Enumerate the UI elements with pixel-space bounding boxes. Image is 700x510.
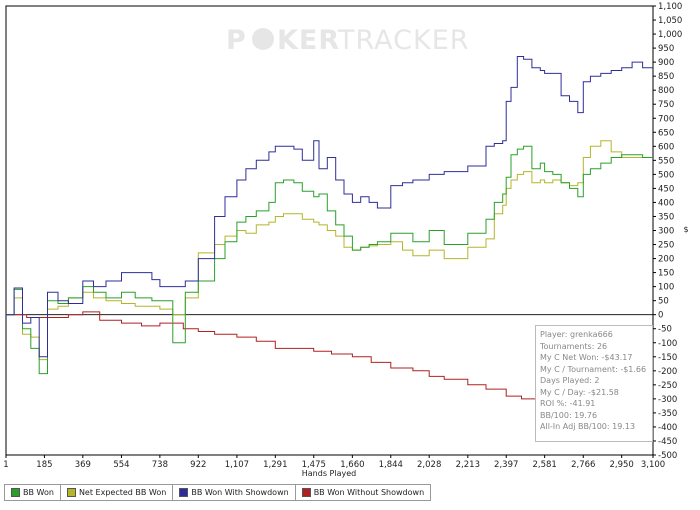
x-tick-label: 1 bbox=[3, 460, 8, 470]
legend-swatch bbox=[179, 488, 189, 497]
x-tick-label: 1,475 bbox=[302, 460, 326, 470]
legend-label: BB Won Without Showdown bbox=[313, 488, 425, 497]
stat-player: Player: grenka666 bbox=[540, 330, 613, 339]
y-tick-label: -450 bbox=[658, 437, 677, 447]
legend-label: BB Won With Showdown bbox=[191, 488, 289, 497]
watermark-text-mid: KER bbox=[277, 25, 340, 56]
y-tick-label: -350 bbox=[658, 409, 677, 419]
y-tick-label: 800 bbox=[658, 86, 674, 96]
x-axis: 1 185 369 554 738 922 1,107 1,291 1,475 1,660 1,84… bbox=[3, 455, 665, 470]
y-tick-label: 750 bbox=[658, 100, 674, 110]
y-tick-label: -50 bbox=[658, 325, 672, 335]
y-tick-label: 150 bbox=[658, 269, 674, 279]
legend-label: BB Won bbox=[23, 488, 54, 497]
series-line-bb-won-with-showdown bbox=[6, 56, 653, 358]
y-tick-label: -100 bbox=[658, 339, 677, 349]
y-tick-label: -300 bbox=[658, 395, 677, 405]
x-tick-label: 554 bbox=[113, 460, 129, 470]
x-tick-label: 1,107 bbox=[225, 460, 249, 470]
x-tick-label: 2,213 bbox=[456, 460, 480, 470]
stat-days-played: Days Played: 2 bbox=[540, 376, 600, 385]
stat-per-day: My C / Day: -$21.58 bbox=[540, 387, 619, 397]
y-tick-label: -250 bbox=[658, 381, 677, 391]
y-tick-label: 0 bbox=[658, 311, 663, 321]
x-tick-label: 2,581 bbox=[532, 460, 556, 470]
stat-per-tournament: My C / Tournament: -$1.66 bbox=[540, 364, 647, 374]
y-tick-label: 450 bbox=[658, 184, 674, 194]
y-axis: -500-450-400-350-300-250-200-150-100-500… bbox=[653, 2, 682, 461]
x-tick-label: 369 bbox=[75, 460, 91, 470]
x-tick-label: 185 bbox=[36, 460, 52, 470]
legend-swatch bbox=[11, 488, 20, 497]
stat-allin-bb100: All-In Adj BB/100: 19.13 bbox=[540, 422, 636, 431]
y-tick-label: 650 bbox=[658, 128, 674, 138]
y-tick-label: 500 bbox=[658, 170, 674, 180]
legend-item-net-expected[interactable]: Net Expected BB Won bbox=[61, 485, 174, 500]
legend: BB Won Net Expected BB Won BB Won With S… bbox=[4, 484, 432, 501]
y-tick-label: 250 bbox=[658, 241, 674, 251]
y-tick-label: 50 bbox=[658, 297, 669, 307]
legend-item-without-showdown[interactable]: BB Won Without Showdown bbox=[296, 485, 430, 500]
legend-label: Net Expected BB Won bbox=[78, 488, 167, 497]
series-line-bb-won bbox=[6, 145, 653, 375]
x-tick-label: 738 bbox=[152, 460, 168, 470]
x-tick-label: 1,291 bbox=[263, 460, 287, 470]
y-tick-label: 350 bbox=[658, 212, 674, 222]
y-tick-label: -150 bbox=[658, 353, 677, 363]
y-tick-label: 1,000 bbox=[658, 30, 682, 40]
y-axis-title: $ bbox=[683, 225, 688, 234]
y-tick-label: 900 bbox=[658, 58, 674, 68]
legend-swatch bbox=[301, 488, 311, 497]
y-tick-label: 1,050 bbox=[658, 16, 682, 26]
y-tick-label: -200 bbox=[658, 367, 677, 377]
y-tick-label: 550 bbox=[658, 156, 674, 166]
y-tick-label: 200 bbox=[658, 255, 674, 265]
y-tick-label: 1,100 bbox=[658, 2, 682, 12]
x-tick-label: 2,028 bbox=[417, 460, 441, 470]
legend-item-bb-won[interactable]: BB Won bbox=[5, 485, 61, 500]
y-tick-label: 300 bbox=[658, 227, 674, 237]
stat-net-won: My C Net Won: -$43.17 bbox=[540, 353, 633, 362]
stat-roi: ROI %: -41.91 bbox=[540, 399, 596, 408]
watermark-text-right: TRACKER bbox=[337, 25, 470, 56]
stats-box: Player: grenka666 Tournaments: 26 My C N… bbox=[535, 325, 653, 442]
series-line-net-expected-bb-won bbox=[6, 140, 653, 361]
y-tick-label: 950 bbox=[658, 44, 674, 54]
y-tick-label: 100 bbox=[658, 283, 674, 293]
watermark-text-left: P bbox=[226, 25, 247, 56]
poker-chip-icon bbox=[252, 28, 274, 50]
legend-item-with-showdown[interactable]: BB Won With Showdown bbox=[173, 485, 296, 500]
y-tick-label: 400 bbox=[658, 198, 674, 208]
x-tick-label: 3,100 bbox=[641, 460, 665, 470]
x-tick-label: 2,397 bbox=[494, 460, 518, 470]
legend-swatch bbox=[66, 488, 76, 497]
x-tick-label: 922 bbox=[190, 460, 206, 470]
x-tick-label: 1,844 bbox=[379, 460, 403, 470]
y-tick-label: -400 bbox=[658, 423, 677, 433]
y-tick-label: 600 bbox=[658, 142, 674, 152]
x-tick-label: 2,766 bbox=[571, 460, 595, 470]
x-axis-title: Hands Played bbox=[302, 469, 356, 478]
y-tick-label: 850 bbox=[658, 72, 674, 82]
y-tick-label: 700 bbox=[658, 114, 674, 124]
y-tick-label: -500 bbox=[658, 451, 677, 461]
stat-bb100: BB/100: 19.76 bbox=[540, 410, 598, 420]
x-tick-label: 1,660 bbox=[340, 460, 364, 470]
x-tick-label: 2,950 bbox=[610, 460, 634, 470]
watermark: P KER TRACKER bbox=[226, 25, 470, 56]
stat-tournaments: Tournaments: 26 bbox=[540, 341, 608, 351]
